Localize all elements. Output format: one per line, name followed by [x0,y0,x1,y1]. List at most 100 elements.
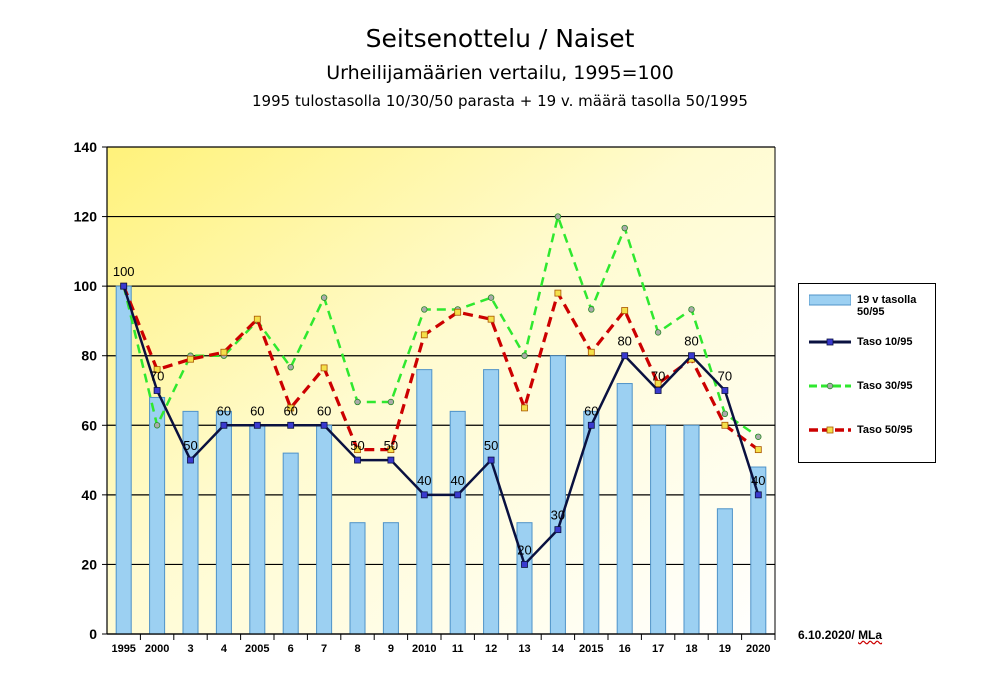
point-marker [721,387,729,394]
point-marker [153,422,161,429]
point-marker [287,421,295,429]
x-tick-label: 2005 [245,643,269,655]
point-marker [253,315,261,323]
x-tick-label: 6 [288,643,294,655]
data-label: 80 [617,334,631,349]
bar [516,522,533,635]
y-axis: 0 20 40 60 80 100 120 140 [74,139,776,642]
bar [382,522,399,635]
bar [449,410,466,635]
x-tick-label: 7 [321,643,327,655]
point-marker [621,224,628,232]
x-tick-label: 2010 [412,643,436,655]
data-label: 100 [113,264,135,279]
point-marker [320,294,328,301]
y-tick-label: 60 [81,417,97,433]
data-label: 40 [417,473,431,488]
bar [316,424,333,635]
bar [716,508,733,635]
bar [149,396,166,635]
point-marker [354,398,361,406]
legend-item-taso10: Taso 10/95 [809,336,912,348]
credit-date: 6.10.2020/ [798,628,855,642]
point-marker [721,410,729,418]
bar-series [115,285,767,635]
legend-swatch-taso30 [809,382,851,390]
legend-label-taso30: Taso 30/95 [857,380,913,392]
point-marker [554,526,562,534]
point-marker [621,307,629,314]
point-marker [621,352,629,360]
chart-title: Seitsenottelu / Naiset [365,24,635,53]
data-labels: 100 70 50 60 60 60 60 50 50 40 40 50 20 30 60 80 70 80 70 4… [113,264,766,557]
line-series [120,213,762,568]
point-marker [688,352,695,360]
data-label: 70 [150,369,164,384]
y-tick-label: 80 [81,348,97,364]
bar [683,424,700,635]
data-label: 70 [651,369,665,384]
bar [483,369,500,635]
data-label: 70 [718,369,732,384]
x-tick-label: 9 [388,643,394,655]
x-tick-label: 19 [719,643,731,655]
data-label: 60 [584,403,598,418]
x-tick-label: 11 [452,643,464,655]
bar [349,522,366,635]
point-marker [420,491,428,499]
plot-area [107,147,775,634]
chart-subtitle-2: 1995 tulostasolla 10/30/50 parasta + 19 … [252,92,748,110]
point-marker [253,421,261,429]
point-marker [420,331,428,339]
y-tick-label: 40 [81,487,97,503]
point-marker [754,491,762,499]
data-label: 60 [317,403,331,418]
point-marker [220,348,228,356]
data-label: 30 [551,508,565,523]
bar [616,383,633,635]
credit-text: 6.10.2020/ MLa [798,628,882,642]
x-tick-label: 12 [485,643,497,655]
x-tick-label: 2020 [746,643,770,655]
bar [249,424,266,635]
x-tick-label: 13 [518,643,530,655]
x-tick-label: 16 [619,643,631,655]
legend-swatch-taso10 [809,338,851,346]
bar [650,424,667,635]
point-marker [487,456,495,464]
data-label: 50 [484,438,498,453]
credit-signature: MLa [858,628,883,642]
bar [416,369,433,635]
data-label: 50 [350,438,364,453]
point-marker [654,380,662,387]
point-marker [454,308,462,316]
data-label: 40 [450,473,464,488]
data-label: 60 [217,403,231,418]
point-marker [721,421,729,429]
point-marker [688,306,695,313]
point-marker [654,329,662,336]
legend-label-taso50: Taso 50/95 [857,424,913,436]
data-label: 20 [517,542,531,557]
point-marker [755,433,762,440]
x-tick-label: 2015 [579,643,603,655]
bar [215,410,232,635]
point-marker [153,387,161,394]
point-marker [554,289,562,297]
y-tick-label: 120 [74,209,98,225]
x-tick-label: 2000 [145,643,169,655]
point-marker [287,363,294,371]
point-marker [187,355,194,363]
x-tick-label: 3 [187,643,193,655]
bar [549,355,566,635]
x-tick-label: 18 [685,643,697,655]
point-marker [588,306,595,313]
point-marker [387,446,395,454]
x-axis: 1995 2000 3 4 2005 6 7 8 9 2010 11 12 13 14 2015 16 17 18… [107,633,776,655]
legend-swatch-bars [809,294,851,306]
point-marker [754,446,762,454]
x-tick-label: 8 [354,643,360,655]
x-tick-label: 17 [652,643,664,655]
x-tick-label: 14 [552,643,565,655]
